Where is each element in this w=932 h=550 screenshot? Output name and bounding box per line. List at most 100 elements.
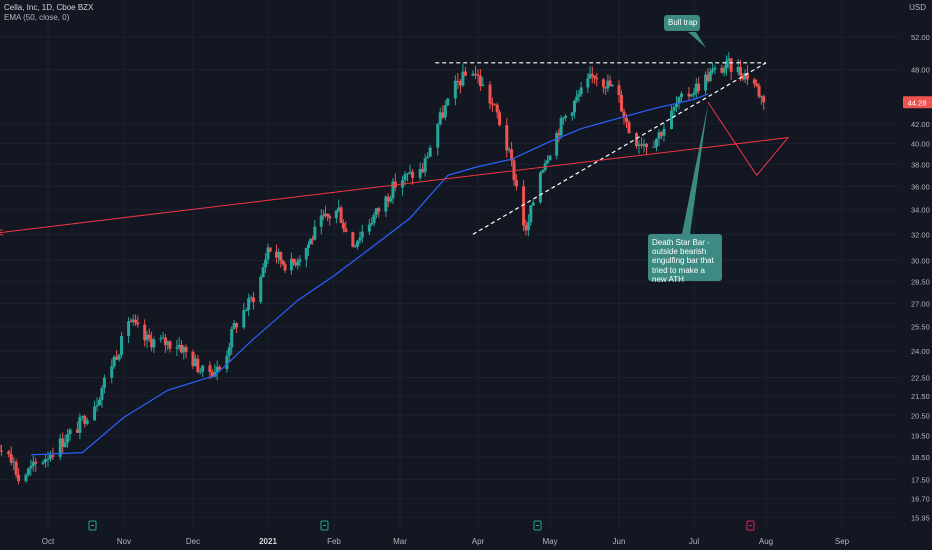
- candle-up: [29, 459, 33, 476]
- bull-trap-callout[interactable]: Bull trap: [664, 15, 700, 31]
- candle-body: [279, 251, 283, 261]
- candle-body: [100, 387, 104, 400]
- indicator-legend[interactable]: EMA (50, close, 0): [4, 13, 70, 22]
- candle-up: [358, 231, 362, 245]
- candle-up: [743, 69, 747, 84]
- x-tick-label: Feb: [327, 537, 341, 546]
- candle-up: [230, 326, 234, 355]
- candle-body: [526, 222, 530, 231]
- candle-body: [143, 324, 147, 341]
- candle-down: [645, 143, 648, 155]
- candle-up: [309, 238, 313, 245]
- candle-down: [251, 292, 255, 310]
- candle-up: [259, 274, 263, 305]
- candle-up: [727, 52, 731, 69]
- candle-body: [24, 474, 28, 482]
- candle-body: [95, 405, 99, 407]
- symbol-title: Cella, Inc, 1D, Cboe BZX: [4, 3, 94, 12]
- bull-trap-pointer: [688, 32, 706, 48]
- candle-body: [129, 321, 133, 323]
- candle-up: [471, 70, 475, 77]
- candle-down: [458, 78, 462, 94]
- candle-down: [456, 73, 460, 89]
- y-tick-label: 48.00: [911, 66, 930, 75]
- candle-up: [481, 76, 485, 87]
- candle-body: [572, 100, 576, 113]
- candle-down: [34, 457, 38, 472]
- candle-up: [680, 91, 683, 102]
- candle-down: [283, 261, 287, 273]
- candle-up: [690, 94, 693, 98]
- candle-down: [463, 67, 467, 77]
- candle-body: [490, 103, 494, 105]
- candle-down: [321, 209, 325, 221]
- candle-up: [526, 214, 530, 237]
- candle-body: [150, 338, 154, 348]
- candle-body: [495, 104, 499, 113]
- candle-body: [606, 80, 610, 89]
- candle-body: [152, 339, 156, 348]
- candle-body: [655, 138, 658, 147]
- candle-body: [259, 276, 263, 302]
- candle-body: [461, 71, 465, 86]
- candle-body: [752, 79, 756, 84]
- candle-up: [323, 205, 327, 219]
- candle-body: [538, 172, 542, 203]
- candle-body: [601, 79, 605, 88]
- candle-up: [277, 248, 281, 265]
- candle-down: [421, 162, 425, 174]
- death-star-callout[interactable]: Death Star Bar - outside bearish engulfi…: [648, 234, 722, 284]
- candle-down: [493, 102, 497, 106]
- candle-body: [370, 223, 374, 225]
- candle-down: [328, 214, 332, 226]
- candle-body: [313, 226, 317, 240]
- candle-body: [493, 104, 497, 106]
- candle-up: [337, 199, 341, 213]
- candle-down: [134, 314, 137, 326]
- candle-up: [145, 330, 149, 348]
- candle-body: [428, 147, 432, 157]
- candle-up: [564, 114, 568, 122]
- candle-body: [498, 112, 502, 126]
- candle-body: [456, 80, 460, 82]
- candle-body: [403, 174, 407, 181]
- candle-up: [391, 178, 395, 204]
- candle-body: [232, 323, 236, 330]
- candle-body: [720, 67, 724, 73]
- candle-body: [136, 322, 140, 325]
- candle-body: [436, 124, 440, 148]
- y-tick-label: 18.50: [911, 453, 930, 462]
- candle-up: [546, 155, 550, 165]
- candle-up: [555, 130, 559, 160]
- candle-body: [344, 228, 348, 233]
- candle-down: [498, 109, 502, 127]
- x-tick-label: Jun: [613, 537, 626, 546]
- candle-up: [531, 199, 535, 207]
- candle-down: [476, 69, 480, 84]
- projection-arrowhead: [0, 228, 4, 236]
- candle-body: [507, 149, 511, 151]
- y-tick-label: 30.00: [911, 257, 930, 266]
- candle-up: [575, 90, 579, 104]
- candle-body: [588, 73, 592, 79]
- candle-up: [127, 317, 131, 344]
- event-marker-icon: [533, 520, 542, 531]
- candle-down: [729, 57, 733, 80]
- candle-body: [134, 319, 137, 323]
- candle-up: [356, 240, 360, 250]
- candle-down: [235, 322, 239, 333]
- candle-body: [191, 351, 195, 367]
- candle-up: [446, 98, 450, 107]
- candle-up: [408, 164, 412, 175]
- last-price-badge: [903, 96, 932, 109]
- candle-body: [193, 358, 197, 367]
- candle-body: [161, 337, 165, 339]
- y-tick-label: 52.00: [911, 33, 930, 42]
- candle-up: [131, 314, 135, 326]
- candle-body: [44, 459, 48, 463]
- candle-body: [725, 60, 729, 69]
- candle-body: [225, 355, 229, 370]
- candle-body: [458, 80, 462, 86]
- candle-body: [478, 75, 482, 86]
